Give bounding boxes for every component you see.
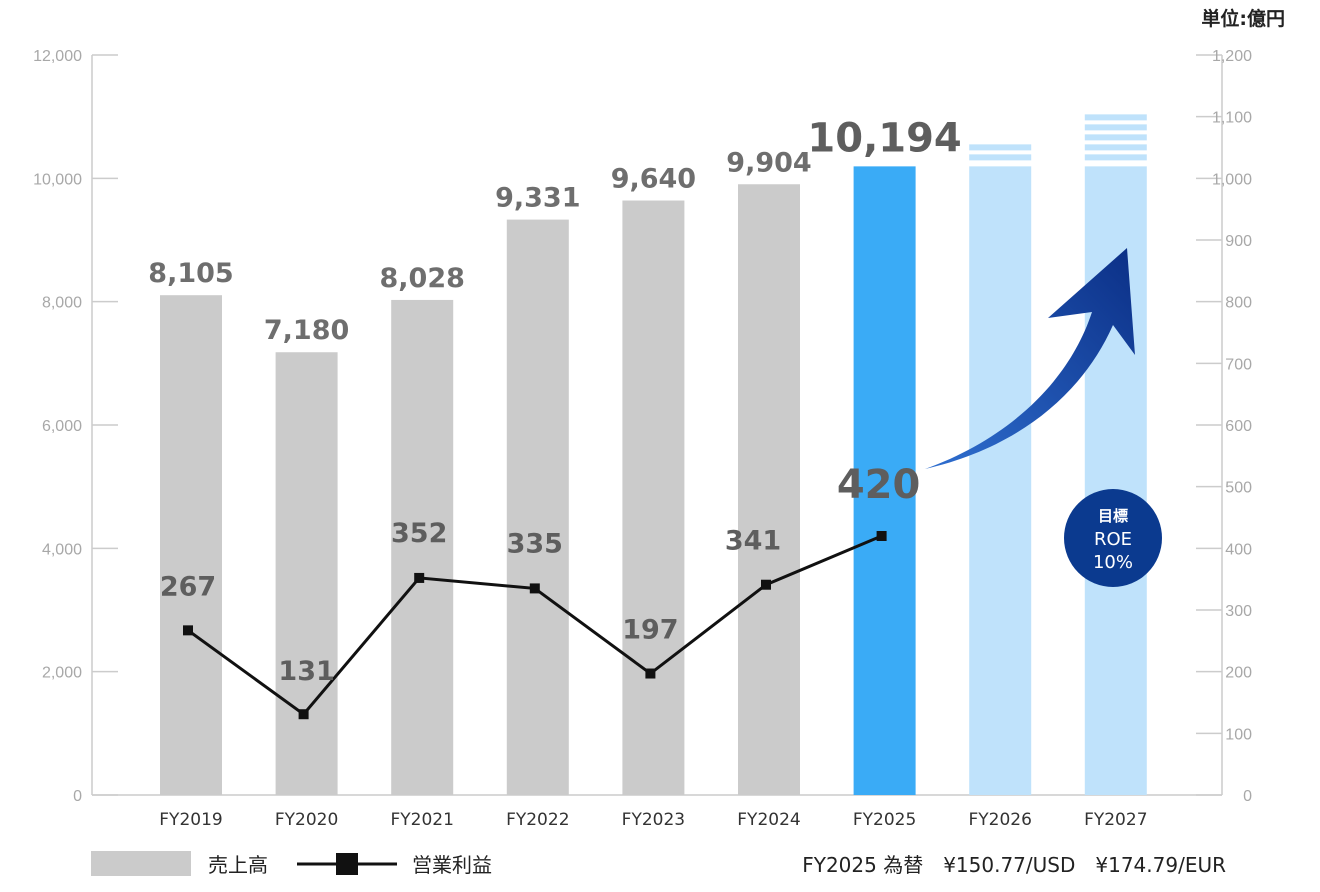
x-tick-label: FY2022 [506, 810, 569, 830]
x-tick-label: FY2027 [1084, 810, 1147, 830]
target-bar-stripe [1084, 114, 1147, 121]
right-tick-label: 100 [1225, 726, 1252, 743]
x-tick-label: FY2025 [853, 810, 916, 830]
target-bar-stripe [969, 144, 1032, 151]
operating-profit-label: 352 [391, 518, 447, 549]
operating-profit-point [761, 579, 771, 590]
right-tick-label: 500 [1225, 480, 1252, 497]
left-tick-label: 12,000 [33, 48, 82, 65]
sales-bar-label: 9,331 [495, 183, 580, 214]
sales-bar [275, 352, 338, 795]
right-tick-label: 1,100 [1212, 110, 1252, 127]
left-tick-label: 2,000 [42, 665, 82, 682]
legend-line-marker [336, 853, 358, 875]
right-tick-label: 200 [1225, 665, 1252, 682]
operating-profit-point [414, 572, 425, 583]
sales-bar [391, 299, 454, 795]
operating-profit-label: 335 [507, 528, 563, 559]
sales-bar [738, 184, 800, 796]
right-tick-label: 700 [1225, 356, 1252, 373]
left-tick-label: 8,000 [42, 295, 82, 312]
growth-arrow-icon [925, 248, 1135, 469]
x-tick-label: FY2020 [275, 810, 338, 830]
operating-profit-label: 267 [160, 571, 216, 602]
sales-bar-label: 7,180 [264, 315, 349, 346]
left-tick-label: 10,000 [33, 171, 82, 188]
fx-rate-note: FY2025 為替 ¥150.77/USD ¥174.79/EUR [802, 853, 1226, 877]
x-tick-label: FY2024 [737, 810, 800, 830]
sales-bar-label: 10,194 [807, 115, 961, 161]
right-axis-ticks: 0 100 200 300 400 500 600 700 800 900 1,000 1,100 1,… [1196, 48, 1252, 805]
x-tick-label: FY2023 [622, 810, 685, 830]
sales-bar [622, 200, 685, 796]
sales-bar [853, 166, 916, 795]
operating-profit-point [183, 625, 193, 636]
operating-profit-point [529, 583, 540, 594]
roe-target-badge: 目標 ROE 10% [1064, 489, 1162, 587]
right-tick-label: 400 [1225, 541, 1252, 558]
right-tick-label: 300 [1225, 603, 1252, 620]
operating-profit-point [645, 668, 656, 679]
legend-line-label: 営業利益 [412, 853, 492, 877]
x-tick-label: FY2021 [390, 810, 453, 830]
legend-bar-label: 売上高 [208, 853, 268, 877]
x-axis-tick-labels: FY2019 FY2020 FY2021 FY2022 FY2023 FY2024 FY20… [159, 810, 1147, 830]
sales-bar [506, 219, 569, 796]
legend: 売上高 営業利益 [91, 851, 492, 877]
badge-line-3: 10% [1093, 552, 1133, 573]
unit-label: 単位:億円 [1201, 7, 1285, 30]
operating-profit-label: 420 [837, 462, 921, 508]
badge-line-2: ROE [1094, 529, 1132, 550]
sales-bar-label: 8,105 [148, 258, 233, 289]
right-tick-label: 1,000 [1212, 171, 1252, 188]
operating-profit-line [183, 531, 887, 720]
operating-profit-point [876, 531, 887, 541]
target-bar-stripe [1084, 124, 1147, 131]
target-bar-stripe [1084, 154, 1147, 161]
right-tick-label: 800 [1225, 295, 1252, 312]
left-tick-label: 6,000 [42, 418, 82, 435]
operating-profit-labels: 267 131 352 335 197 341 420 [160, 462, 921, 687]
right-tick-label: 600 [1225, 418, 1252, 435]
target-bar-stripe [969, 154, 1032, 161]
operating-profit-point [298, 709, 309, 720]
sales-bars [160, 114, 1147, 796]
sales-bar-label: 8,028 [379, 263, 464, 294]
sales-bar [160, 295, 222, 795]
sales-bar-label: 9,640 [611, 164, 696, 195]
left-tick-label: 4,000 [42, 541, 82, 558]
target-bar-stripe [1084, 144, 1147, 151]
target-bar-stripe [1084, 134, 1147, 141]
operating-profit-label: 131 [278, 656, 334, 687]
left-tick-label: 0 [73, 788, 82, 805]
right-tick-label: 1,200 [1212, 48, 1252, 65]
operating-profit-label: 341 [725, 526, 781, 557]
right-tick-label: 0 [1243, 788, 1252, 805]
badge-line-1: 目標 [1098, 507, 1128, 525]
legend-bar-swatch [91, 851, 191, 876]
left-axis-ticks: 0 2,000 4,000 6,000 8,000 10,000 12,000 [33, 48, 118, 805]
sales-bar-label: 9,904 [726, 147, 811, 178]
right-tick-label: 900 [1225, 233, 1252, 250]
x-tick-label: FY2019 [159, 810, 222, 830]
target-bar [969, 166, 1032, 795]
operating-profit-label: 197 [622, 615, 678, 646]
x-tick-label: FY2026 [968, 810, 1031, 830]
